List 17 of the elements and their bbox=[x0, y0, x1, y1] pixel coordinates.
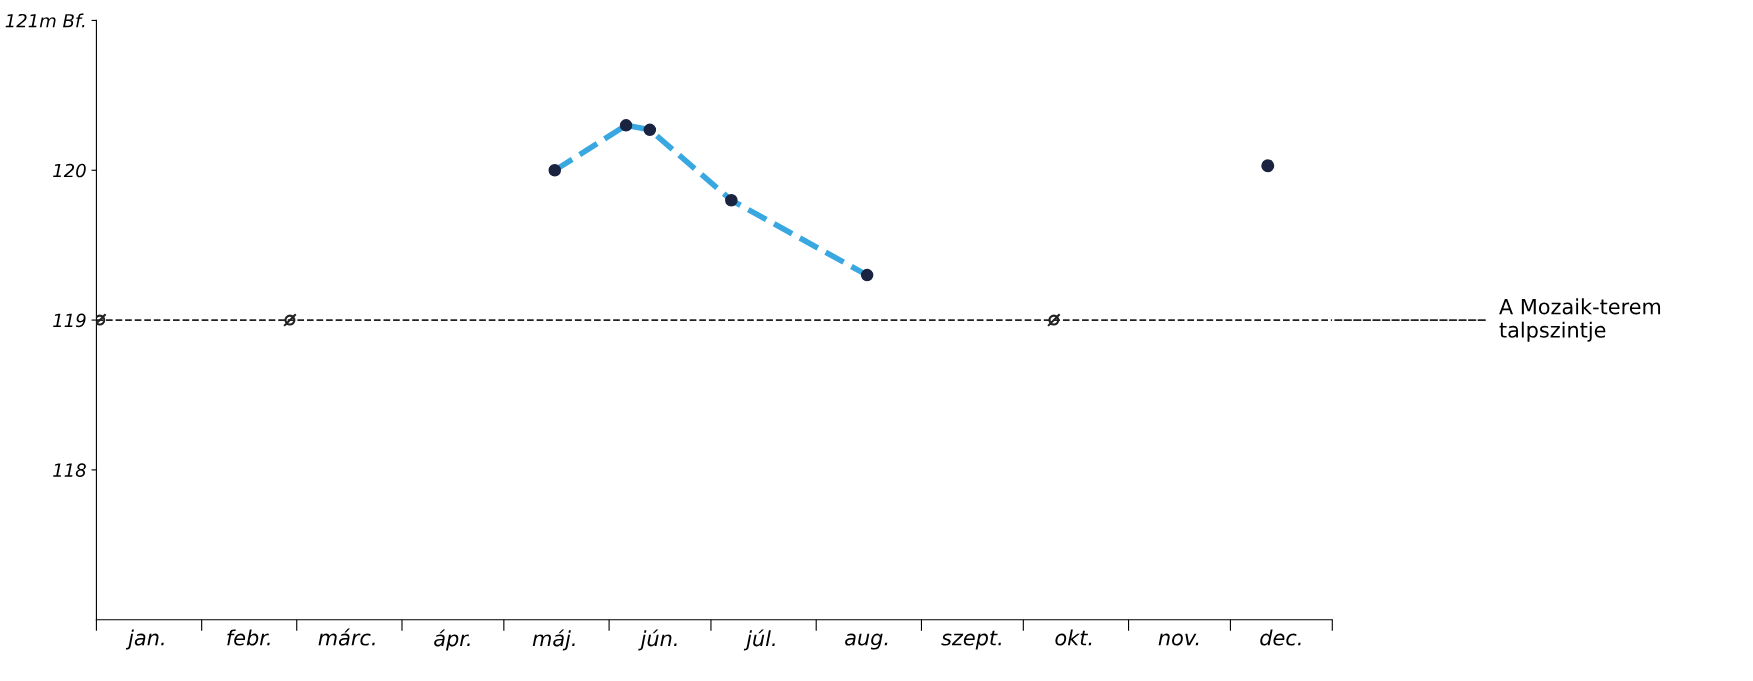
x-tick-label: júl. bbox=[743, 629, 775, 651]
x-tick-label: dec. bbox=[1260, 629, 1301, 646]
x-tick-label: márc. bbox=[318, 628, 375, 646]
x-tick-label: nov. bbox=[1158, 633, 1199, 646]
x-tick-label: szept. bbox=[941, 630, 1001, 650]
x-tick-label: máj. bbox=[532, 629, 575, 651]
y-tick-label: 119 bbox=[53, 313, 86, 328]
x-tick-label: jún. bbox=[638, 629, 677, 651]
x-tick-label: ápr. bbox=[434, 629, 470, 651]
x-tick-label: aug. bbox=[845, 633, 888, 650]
ref-line-label: A Mozaik-terem talpszintje bbox=[1499, 298, 1661, 342]
x-tick-label: jan. bbox=[125, 629, 164, 650]
y-tick-label: 118 bbox=[53, 463, 86, 478]
x-tick-label: okt. bbox=[1055, 629, 1092, 646]
y-tick-label: 120 bbox=[53, 163, 86, 178]
x-tick-label: febr. bbox=[227, 629, 270, 646]
y-tick-label: 121m Bf. bbox=[5, 13, 85, 28]
